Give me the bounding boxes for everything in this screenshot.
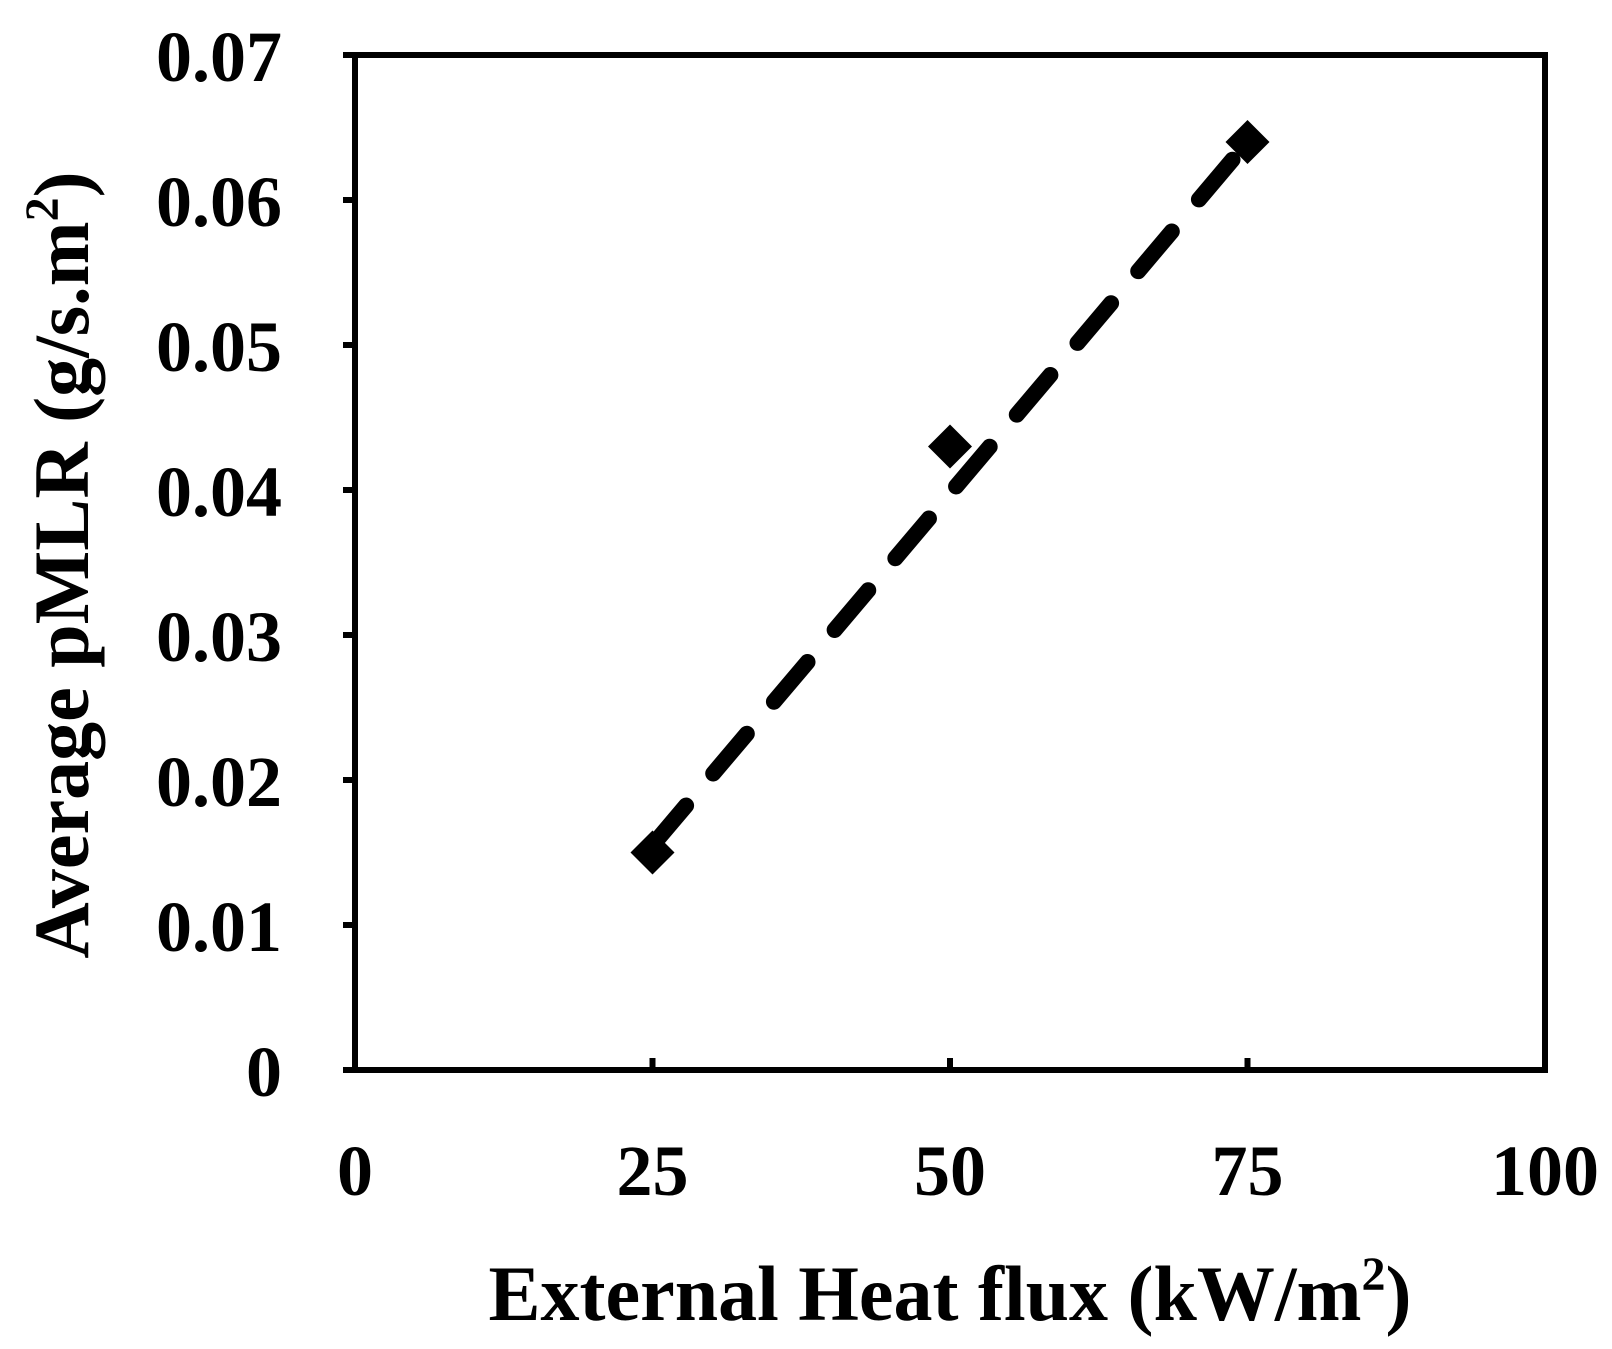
x-tick-label-2: 50 bbox=[914, 1131, 986, 1211]
y-tick-label-3: 0.03 bbox=[156, 597, 282, 677]
trendline-path bbox=[644, 134, 1256, 854]
y-axis-ticks: 0 0.01 0.02 0.03 0.04 0.05 0.06 0.07 bbox=[156, 17, 355, 1112]
y-tick-label-0: 0 bbox=[246, 1032, 282, 1112]
x-tick-label-4: 100 bbox=[1491, 1131, 1599, 1211]
y-axis-label: Average pMLR (g/s.m2) bbox=[16, 171, 105, 958]
y-axis-label-superscript: 2 bbox=[16, 197, 69, 221]
x-axis-label: External Heat flux (kW/m2) bbox=[488, 1248, 1411, 1337]
x-axis-label-tail: ) bbox=[1386, 1250, 1412, 1337]
data-point-2 bbox=[1225, 120, 1270, 164]
y-axis-label-tail: ) bbox=[18, 171, 105, 197]
x-axis-label-main: External Heat flux (kW/m bbox=[488, 1250, 1361, 1337]
plot-frame bbox=[352, 52, 1548, 1073]
y-tick-label-5: 0.05 bbox=[156, 307, 282, 387]
y-axis-label-main: Average pMLR (g/s.m bbox=[18, 221, 105, 958]
y-tick-label-7: 0.07 bbox=[156, 17, 282, 97]
trendline bbox=[644, 134, 1256, 854]
x-tick-label-1: 25 bbox=[617, 1131, 689, 1211]
data-point-1 bbox=[928, 424, 972, 469]
x-tick-label-3: 75 bbox=[1212, 1131, 1284, 1211]
y-tick-label-4: 0.04 bbox=[156, 452, 282, 532]
y-tick-label-6: 0.06 bbox=[156, 162, 282, 242]
data-point-0 bbox=[630, 830, 675, 875]
x-tick-label-0: 0 bbox=[337, 1131, 373, 1211]
data-points bbox=[630, 120, 1270, 875]
y-tick-label-2: 0.02 bbox=[156, 742, 282, 822]
x-axis-ticks: 0 25 50 75 100 bbox=[337, 1058, 1599, 1211]
x-axis-label-superscript: 2 bbox=[1362, 1248, 1386, 1301]
y-tick-label-1: 0.01 bbox=[156, 887, 282, 967]
